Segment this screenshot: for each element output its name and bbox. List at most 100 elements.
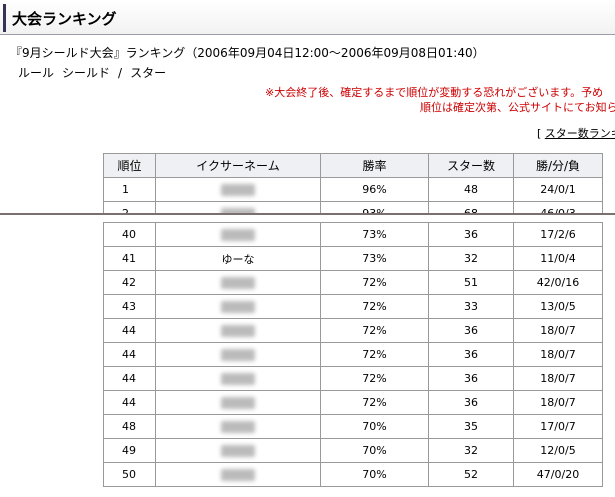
column-header: イクサーネーム (155, 153, 321, 178)
nav-link[interactable]: スター (130, 66, 167, 80)
cell-rate: 72% (320, 318, 429, 343)
cell-name (155, 177, 321, 202)
tear-line (0, 213, 615, 215)
blurred-name (221, 468, 255, 481)
cell-rank: 40 (103, 222, 156, 247)
cell-rank: 49 (103, 438, 156, 463)
blurred-name (221, 300, 255, 313)
table-row: 43 72% 33 13/0/5 (103, 294, 603, 319)
cell-name (155, 462, 321, 487)
cell-name (155, 294, 321, 319)
column-header: 順位 (103, 153, 156, 178)
blurred-name (221, 348, 255, 361)
cell-name (155, 366, 321, 391)
table-row: 40 73% 36 17/2/6 (103, 222, 603, 247)
cell-rate: 70% (320, 462, 429, 487)
cell-rate: 93% (320, 201, 429, 213)
cell-rank: 44 (103, 342, 156, 367)
cell-rank: 44 (103, 390, 156, 415)
nav: ルール シールド / スター (18, 64, 174, 81)
table-row: 44 72% 36 18/0/7 (103, 342, 603, 367)
cell-rate: 72% (320, 270, 429, 295)
table-bottom: 40 73% 36 17/2/6 41 ゆーな 73% 32 11/0/4 42 72% 51 42/0… (0, 215, 615, 497)
cell-name (155, 414, 321, 439)
cell-stars: 48 (428, 177, 514, 202)
cell-rate: 73% (320, 222, 429, 247)
table-row: 44 72% 36 18/0/7 (103, 390, 603, 415)
blurred-name (221, 228, 255, 241)
blurred-name (221, 183, 255, 196)
table-row: 2 93%6846/0/3 (103, 201, 603, 213)
cell-rank: 50 (103, 462, 156, 487)
cell-name (155, 270, 321, 295)
blurred-name (221, 324, 255, 337)
column-header: スター数 (428, 153, 514, 178)
blurred-name (221, 444, 255, 457)
nav-link[interactable]: シールド (62, 66, 111, 80)
notice: ※大会終了後、確定するまで順位が変動する恐れがございます。予め (265, 86, 604, 99)
cell-name (155, 390, 321, 415)
title-bar (0, 0, 615, 35)
cell-name (155, 318, 321, 343)
cell-rank: 44 (103, 318, 156, 343)
blurred-name (221, 276, 255, 289)
cell-name (155, 222, 321, 247)
cell-record: 13/0/5 (513, 294, 603, 319)
cell-rank: 2 (103, 201, 156, 213)
notice: 順位は確定次第、公式サイトにてお知ら (420, 101, 615, 114)
cell-stars: 52 (428, 462, 514, 487)
nav-link[interactable]: ルール (18, 66, 55, 80)
cell-rate: 72% (320, 294, 429, 319)
cell-rate: 72% (320, 366, 429, 391)
cell-record: 47/0/20 (513, 462, 603, 487)
table-row: 41 ゆーな 73% 32 11/0/4 (103, 246, 603, 271)
cell-rate: 96% (320, 177, 429, 202)
cell-rank: 44 (103, 366, 156, 391)
table-header: 順位 イクサーネーム 勝率 スター数 勝/分/負 (103, 153, 603, 178)
cell-stars: 32 (428, 246, 514, 271)
nav-separator: / (118, 66, 123, 80)
cell-record: 18/0/7 (513, 390, 603, 415)
column-header: 勝率 (320, 153, 429, 178)
cell-rank: 1 (103, 177, 156, 202)
cell-name (155, 342, 321, 367)
cell-name (155, 438, 321, 463)
subtitle: 『9月シールド大会』ランキング（2006年09月04日12:00～2006年09… (10, 46, 485, 60)
cell-stars: 51 (428, 270, 514, 295)
blurred-name (221, 420, 255, 433)
cell-record: 18/0/7 (513, 318, 603, 343)
cell-stars: 35 (428, 414, 514, 439)
table-row: 42 72% 51 42/0/16 (103, 270, 603, 295)
cell-stars: 33 (428, 294, 514, 319)
page-title: 大会ランキング (12, 10, 117, 28)
table-row: 44 72% 36 18/0/7 (103, 366, 603, 391)
blurred-name (221, 207, 255, 213)
table-row: 1 96% 48 24/0/1 (103, 177, 603, 202)
cell-stars: 36 (428, 366, 514, 391)
cell-stars: 68 (428, 201, 514, 213)
cell-record: 17/2/6 (513, 222, 603, 247)
link-text[interactable]: スター数ランキ (544, 127, 615, 140)
cell-rank: 48 (103, 414, 156, 439)
cell-rank: 43 (103, 294, 156, 319)
cell-stars: 36 (428, 222, 514, 247)
cell-rank: 41 (103, 246, 156, 271)
cell-name: ゆーな (155, 246, 321, 271)
ranking-link[interactable]: [ スター数ランキ (537, 125, 615, 141)
cell-record: 17/0/7 (513, 414, 603, 439)
cell-stars: 32 (428, 438, 514, 463)
table-row: 50 70% 52 47/0/20 (103, 462, 603, 487)
cell-record: 24/0/1 (513, 177, 603, 202)
cell-stars: 36 (428, 318, 514, 343)
cell-rank: 42 (103, 270, 156, 295)
cell-record: 46/0/3 (513, 201, 603, 213)
cell-stars: 36 (428, 390, 514, 415)
cell-record: 18/0/7 (513, 366, 603, 391)
cell-rate: 70% (320, 438, 429, 463)
table-row: 49 70% 32 12/0/5 (103, 438, 603, 463)
cell-rate: 73% (320, 246, 429, 271)
cell-name (155, 201, 321, 213)
cell-record: 42/0/16 (513, 270, 603, 295)
cell-record: 18/0/7 (513, 342, 603, 367)
